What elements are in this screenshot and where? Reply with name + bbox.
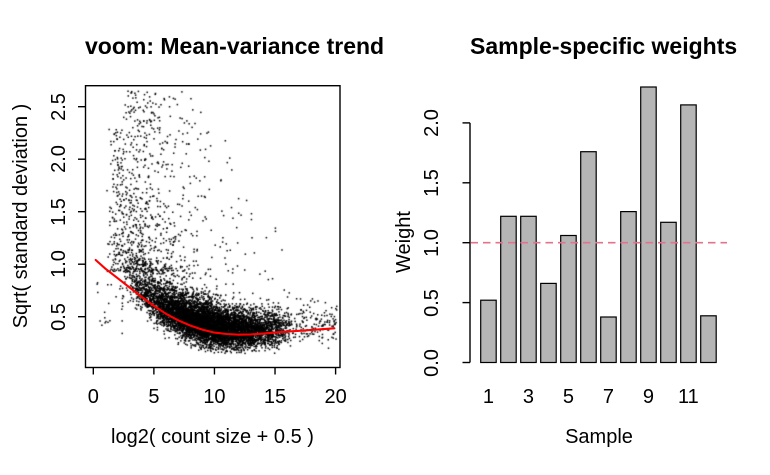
right-y-tick-label: 2.0 [420,108,443,137]
bar-sample-5 [560,234,577,364]
bar-sample-11 [680,104,697,364]
left-plot-frame [84,84,341,369]
left-y-tick-label: 0.5 [47,302,70,331]
left-plot-xlabel: log2( count size + 0.5 ) [111,426,314,448]
bar-sample-2 [500,215,517,364]
right-y-tick-label: 1.5 [420,168,443,197]
left-y-tick-label: 1.0 [47,250,70,279]
right-plot-xlabel: Sample [565,426,633,448]
left-plot-title: voom: Mean-variance trend [85,33,385,59]
bar-sample-10 [660,221,677,364]
left-plot-ylabel: Sqrt( standard deviation ) [10,103,32,329]
trend-curve [94,258,336,336]
left-y-tick-label: 2.0 [47,145,70,174]
right-x-tick-label: 5 [562,386,574,408]
bar-sample-1 [480,299,497,364]
right-plot-ylabel: Weight [393,211,415,273]
bar-sample-7 [600,316,617,364]
bar-sample-9 [640,86,657,364]
right-y-tick-label: 0.0 [420,348,443,377]
bar-sample-12 [700,315,717,364]
left-y-tick-label: 1.5 [47,197,70,226]
left-x-tick-label: 0 [87,386,99,408]
left-x-tick-label: 10 [203,386,226,408]
left-x-tick-label: 20 [324,386,347,408]
right-x-tick-label: 7 [602,386,614,408]
right-x-tick-label: 9 [642,386,654,408]
right-plot-title: Sample-specific weights [470,33,738,59]
bar-sample-3 [520,215,537,364]
right-x-tick-label: 11 [678,386,699,408]
left-y-tick-label: 2.5 [47,92,70,121]
bar-sample-8 [620,211,637,364]
right-x-tick-label: 3 [522,386,534,408]
left-x-tick-label: 15 [263,386,287,408]
bar-sample-4 [540,282,557,364]
bar-sample-6 [580,151,597,364]
right-x-tick-label: 1 [482,386,494,408]
right-y-tick-label: 0.5 [420,288,443,317]
left-x-tick-label: 5 [148,386,160,408]
right-y-tick-label: 1.0 [420,228,443,257]
